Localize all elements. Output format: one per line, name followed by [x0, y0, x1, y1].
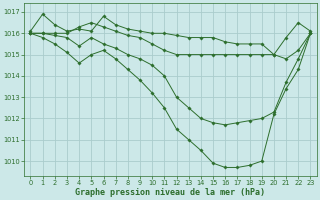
X-axis label: Graphe pression niveau de la mer (hPa): Graphe pression niveau de la mer (hPa)	[76, 188, 266, 197]
